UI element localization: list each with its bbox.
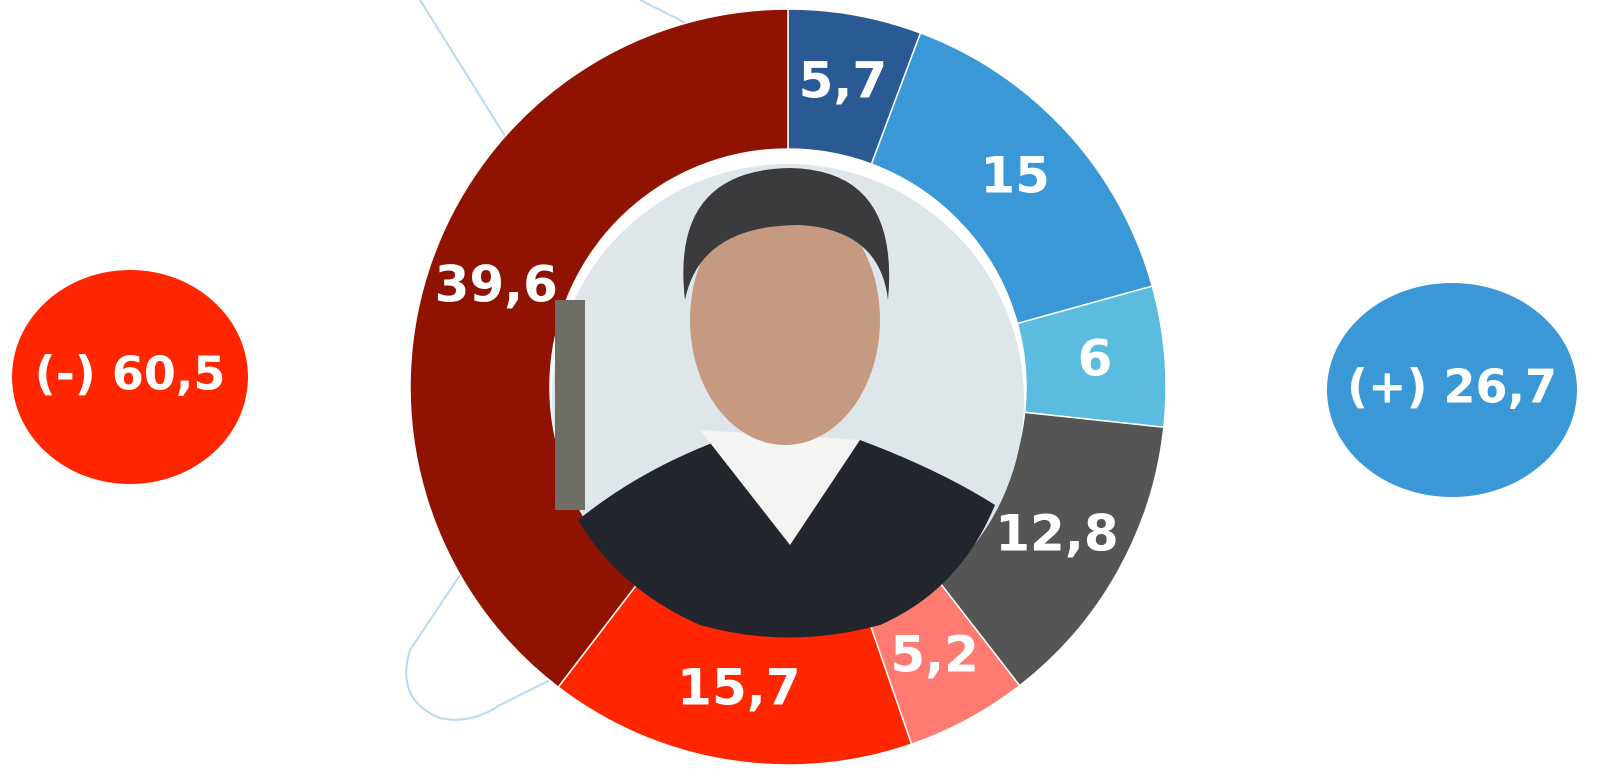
summary-bubble	[1327, 283, 1577, 497]
value-label: 5,7	[799, 51, 888, 109]
value-label: 6	[1078, 329, 1113, 387]
labels: 5,7 15 6 12,8 5,2 15,7 39,6	[435, 51, 1119, 716]
summary-bubble	[12, 270, 248, 484]
value-label: 12,8	[995, 505, 1118, 563]
photo-face	[690, 195, 880, 445]
deco-line	[419, 0, 521, 161]
summary-label: (-) 60,5	[35, 347, 226, 401]
photo-hair	[683, 168, 890, 300]
donut	[409, 8, 1167, 766]
summary-label: (+) 26,7	[1347, 360, 1557, 414]
photo-collar	[700, 430, 860, 545]
photo-window-frame	[555, 300, 585, 510]
slice	[409, 8, 789, 689]
value-label: 15,7	[677, 659, 800, 717]
value-label: 5,2	[890, 625, 979, 683]
value-label: 15	[980, 146, 1050, 204]
value-label: 39,6	[435, 256, 558, 314]
bubbles: (-) 60,5 (+) 26,7	[12, 270, 1577, 497]
deco-line	[405, 559, 561, 721]
photo	[552, 164, 1024, 638]
